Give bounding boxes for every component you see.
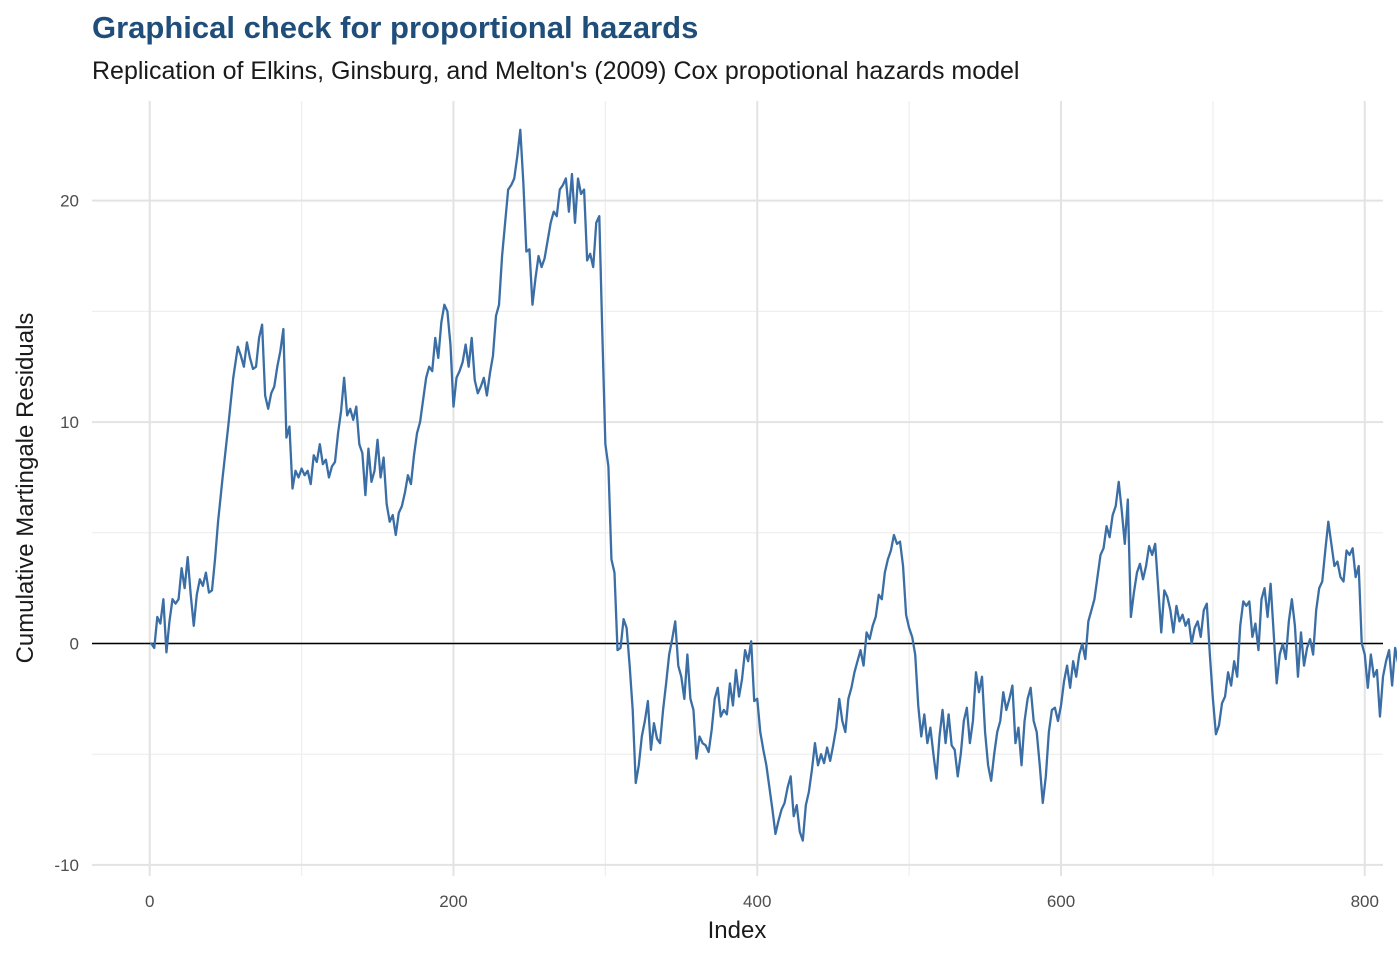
x-tick-label: 600 [1047, 892, 1075, 911]
chart-subtitle: Replication of Elkins, Ginsburg, and Mel… [92, 57, 1020, 85]
y-tick-label: 10 [60, 413, 79, 432]
series-layer [150, 128, 1397, 842]
y-axis-ticks: -10 0 10 20 [54, 192, 79, 875]
x-tick-label: 400 [743, 892, 771, 911]
y-tick-label: -10 [54, 856, 79, 875]
y-axis-title: Cumulative Martingale Residuals [12, 313, 39, 664]
x-tick-label: 800 [1351, 892, 1379, 911]
y-tick-label: 20 [60, 192, 79, 211]
x-tick-label: 0 [145, 892, 154, 911]
x-axis-title: Index [708, 917, 767, 944]
y-tick-label: 0 [70, 635, 79, 654]
series-line [150, 128, 1397, 842]
chart-title: Graphical check for proportional hazards [92, 10, 698, 45]
grid [92, 101, 1383, 876]
x-tick-label: 200 [439, 892, 467, 911]
x-axis-ticks: 0 200 400 600 800 [145, 892, 1379, 911]
